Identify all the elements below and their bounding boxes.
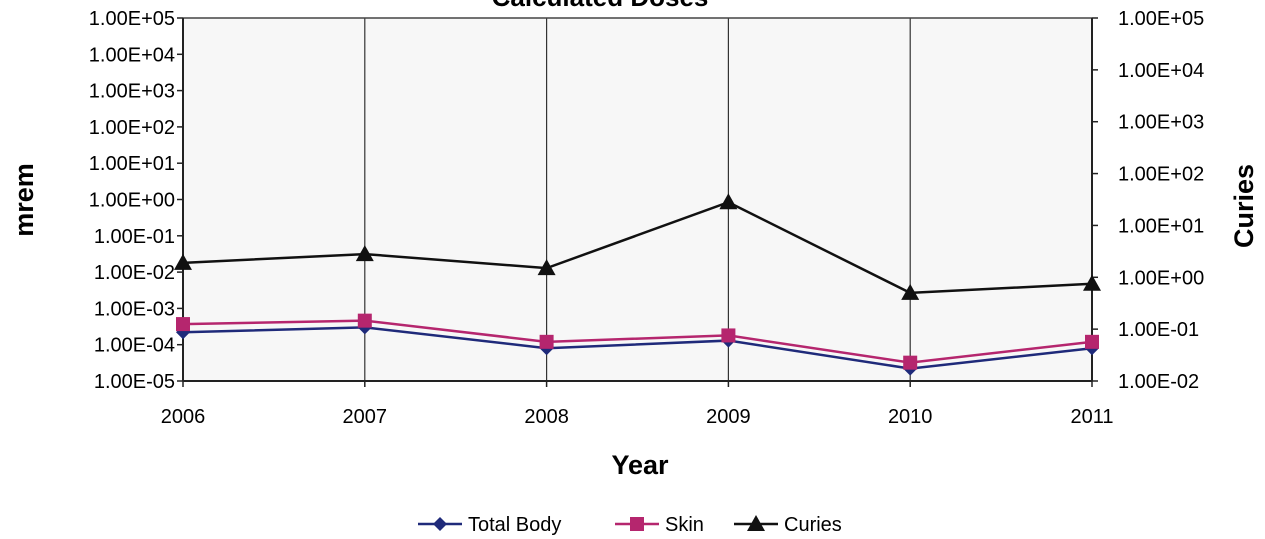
y-tick-label: 1.00E+01 — [89, 153, 175, 175]
legend-marker-curies — [747, 515, 765, 531]
x-tick-label: 2010 — [888, 406, 933, 428]
x-tick-label: 2007 — [343, 406, 388, 428]
series-curies — [174, 193, 1101, 300]
data-point-curies — [1083, 274, 1101, 291]
data-point-curies — [174, 253, 192, 270]
x-tick-label: 2011 — [1070, 406, 1113, 428]
x-axis-ticks: 2006 2007 2008 2009 2010 2011 — [161, 381, 1114, 428]
legend-marker-skin — [630, 517, 644, 531]
data-point-curies — [537, 259, 556, 276]
y-tick-label: 1.00E+05 — [89, 8, 175, 30]
data-point-skin — [903, 355, 918, 370]
y-tick-label: 1.00E+02 — [89, 117, 175, 139]
y-tick-label: 1.00E+03 — [89, 81, 175, 103]
y-tick-label: 1.00E-01 — [94, 226, 175, 248]
data-point-curies — [901, 283, 920, 300]
legend-label: Curies — [784, 514, 842, 536]
data-point-skin — [1085, 334, 1099, 349]
series-line-total-body — [182, 326, 1093, 370]
y2-tick-label: 1.00E+02 — [1118, 164, 1204, 186]
y-tick-label: 1.00E-02 — [94, 262, 175, 284]
legend-label: Skin — [665, 514, 704, 536]
x-tick-label: 2006 — [161, 406, 206, 428]
y-axis-ticks: 1.00E+05 1.00E+04 1.00E+03 1.00E+02 1.00E+01… — [89, 8, 183, 393]
series-line-skin — [182, 319, 1093, 364]
chart-title: Calculated Doses — [492, 0, 709, 12]
y2-tick-label: 1.00E+05 — [1118, 8, 1204, 30]
y2-tick-label: 1.00E+03 — [1118, 112, 1204, 134]
data-point-skin — [176, 317, 190, 332]
y2-tick-label: 1.00E-01 — [1118, 319, 1199, 341]
data-point-curies — [355, 245, 374, 262]
y-tick-label: 1.00E-04 — [94, 335, 175, 357]
series-skin — [176, 313, 1099, 370]
series-group — [174, 193, 1101, 376]
y2-axis-ticks: 1.00E+05 1.00E+04 1.00E+03 1.00E+02 1.00E+01… — [1092, 8, 1204, 393]
y-tick-label: 1.00E-05 — [94, 371, 175, 393]
plot-background — [183, 18, 1092, 381]
legend: Total Body Skin Curies — [418, 514, 842, 536]
data-point-skin — [539, 334, 554, 349]
plot-area — [182, 17, 1093, 382]
data-point-curies — [719, 193, 738, 210]
data-point-skin — [721, 328, 736, 343]
series-line-curies — [182, 200, 1093, 295]
y-tick-label: 1.00E-03 — [94, 298, 175, 320]
y2-tick-label: 1.00E-02 — [1118, 371, 1199, 393]
legend-item-curies: Curies — [734, 514, 842, 536]
legend-item-skin: Skin — [615, 514, 704, 536]
y-tick-label: 1.00E+00 — [89, 190, 175, 212]
y2-tick-label: 1.00E+01 — [1118, 215, 1204, 237]
y2-axis-title: Curies — [1229, 164, 1259, 248]
y-tick-label: 1.00E+04 — [89, 44, 175, 66]
x-axis-title: Year — [611, 450, 669, 480]
x-tick-label: 2008 — [524, 406, 569, 428]
y-axis-title: mrem — [9, 163, 39, 237]
y2-tick-label: 1.00E+00 — [1118, 267, 1204, 289]
data-point-skin — [357, 313, 372, 328]
legend-marker-total-body — [433, 517, 447, 531]
y2-tick-label: 1.00E+04 — [1118, 60, 1204, 82]
legend-item-total-body: Total Body — [418, 514, 561, 536]
x-tick-label: 2009 — [706, 406, 751, 428]
legend-label: Total Body — [468, 514, 561, 536]
